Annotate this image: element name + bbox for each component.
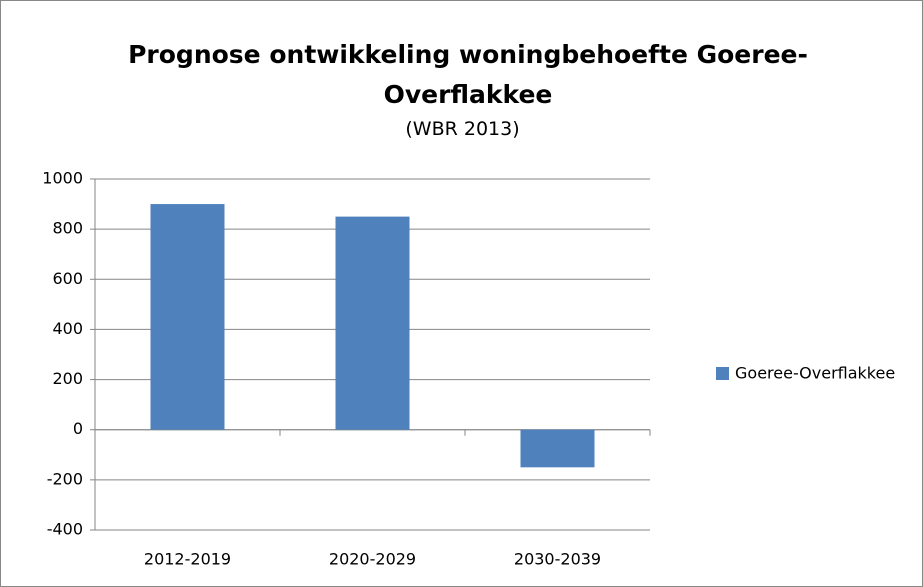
x-tick-label: 2012-2019 xyxy=(144,550,231,569)
bar xyxy=(520,429,595,468)
y-tick-label: -200 xyxy=(47,469,83,488)
bar xyxy=(150,204,225,430)
y-tick-label: 1000 xyxy=(42,169,83,188)
y-tick-label: 0 xyxy=(73,419,83,438)
x-tick-label: 2030-2039 xyxy=(514,550,601,569)
x-tick-label: 2020-2029 xyxy=(329,550,416,569)
chart-subtitle: (WBR 2013) xyxy=(405,118,520,140)
y-tick-label: 400 xyxy=(52,319,83,338)
y-tick-label: 200 xyxy=(52,369,83,388)
y-tick-label: -400 xyxy=(47,520,83,539)
y-tick-label: 800 xyxy=(52,219,83,238)
chart-title: Prognose ontwikkeling woningbehoefte Goe… xyxy=(128,40,808,109)
legend-label: Goeree-Overflakkee xyxy=(735,364,895,383)
bar xyxy=(335,216,410,430)
legend-swatch xyxy=(716,367,729,380)
y-tick-label: 600 xyxy=(52,269,83,288)
